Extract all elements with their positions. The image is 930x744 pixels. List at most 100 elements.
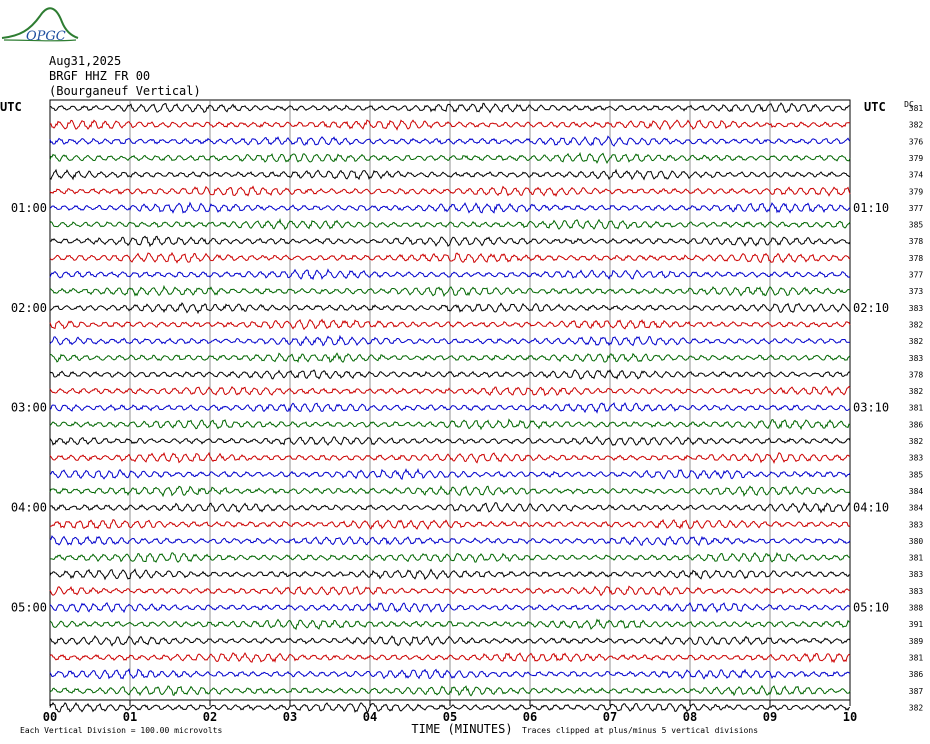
dc-value: 381	[909, 653, 924, 662]
dc-value: 384	[909, 504, 924, 513]
seismic-trace	[49, 435, 851, 446]
dc-value: 378	[909, 237, 924, 246]
dc-value: 378	[909, 370, 924, 379]
x-axis-title: TIME (MINUTES)	[411, 722, 512, 736]
right-utc-header: UTC	[864, 100, 886, 114]
dc-value: 389	[909, 637, 924, 646]
dc-value: 382	[909, 320, 924, 329]
seismic-trace	[49, 518, 851, 530]
seismic-trace	[49, 284, 851, 298]
seismic-trace	[49, 552, 851, 563]
dc-value: 391	[909, 620, 924, 629]
clipping-note: Traces clipped at plus/minus 5 vertical …	[522, 726, 758, 735]
seismic-trace	[49, 535, 851, 547]
station-code: BRGF HHZ FR 00	[49, 69, 151, 83]
left-time-label: 05:00	[11, 601, 47, 615]
right-time-label: 02:10	[853, 301, 889, 315]
opgc-logo-icon: OPGC	[1, 7, 79, 44]
label-group: 00 01 02 03 04 05 06 07 08 09 10 381 382 376 379 374 379…	[0, 100, 923, 736]
dc-value: 379	[909, 187, 924, 196]
seismic-trace	[49, 635, 851, 647]
seismic-trace	[49, 601, 851, 614]
seismic-trace	[49, 684, 851, 697]
seismic-trace	[49, 618, 851, 631]
seismic-trace	[49, 568, 851, 581]
dc-value: 379	[909, 154, 924, 163]
seismic-trace	[49, 352, 851, 363]
seismic-trace	[49, 318, 851, 331]
logo-text: OPGC	[26, 29, 66, 44]
right-time-label: 03:10	[853, 401, 889, 415]
station-location: (Bourganeuf Vertical)	[49, 84, 201, 98]
dc-value: 383	[909, 304, 924, 313]
left-time-label: 03:00	[11, 401, 47, 415]
seismic-trace	[49, 102, 851, 114]
seismic-trace	[49, 302, 851, 315]
left-time-label: 01:00	[11, 201, 47, 215]
seismic-trace	[49, 402, 851, 414]
dc-value: 381	[909, 104, 924, 113]
seismic-trace	[49, 217, 851, 231]
right-time-label: 05:10	[853, 601, 889, 615]
x-tick-label: 08	[683, 710, 697, 724]
right-time-label: 04:10	[853, 501, 889, 515]
seismic-trace	[49, 201, 851, 214]
trace-group	[49, 102, 851, 713]
right-time-label: 01:10	[853, 201, 889, 215]
x-tick-label: 02	[203, 710, 217, 724]
x-tick-label: 00	[43, 710, 57, 724]
x-tick-label: 04	[363, 710, 377, 724]
x-tick-label: 05	[443, 710, 457, 724]
seismic-trace	[49, 652, 851, 664]
seismic-trace	[49, 334, 851, 347]
seismic-trace	[49, 251, 851, 264]
dc-value: 385	[909, 221, 924, 230]
dc-value: 383	[909, 587, 924, 596]
seismic-trace	[49, 418, 851, 431]
x-tick-label: 06	[523, 710, 537, 724]
dc-value: 377	[909, 271, 924, 280]
seismic-trace	[49, 235, 851, 248]
left-utc-header: UTC	[0, 100, 22, 114]
dc-header: DC	[904, 100, 914, 109]
dc-value: 380	[909, 537, 924, 546]
dc-value: 382	[909, 121, 924, 130]
seismic-trace	[49, 468, 851, 480]
seismic-trace	[49, 668, 851, 680]
seismic-trace	[49, 168, 851, 181]
seismic-trace	[49, 119, 851, 131]
chart-grid	[49, 99, 851, 706]
seismic-trace	[49, 135, 851, 147]
dc-value: 384	[909, 487, 924, 496]
x-tick-label: 01	[123, 710, 137, 724]
seismic-trace	[49, 185, 851, 197]
dc-value: 381	[909, 554, 924, 563]
seismic-trace	[49, 151, 851, 165]
dc-value: 383	[909, 520, 924, 529]
dc-value: 377	[909, 204, 924, 213]
seismic-trace	[49, 501, 851, 514]
dc-value: 382	[909, 337, 924, 346]
x-tick-label: 09	[763, 710, 777, 724]
seismic-trace	[49, 702, 851, 713]
dc-value: 383	[909, 570, 924, 579]
x-tick-label: 07	[603, 710, 617, 724]
x-tick-label: 10	[843, 710, 857, 724]
left-time-label: 04:00	[11, 501, 47, 515]
dc-value: 378	[909, 254, 924, 263]
dc-value: 373	[909, 287, 924, 296]
dc-value: 374	[909, 171, 924, 180]
dc-value: 376	[909, 137, 924, 146]
dc-value: 383	[909, 354, 924, 363]
seismic-trace	[49, 369, 851, 380]
left-time-label: 02:00	[11, 301, 47, 315]
dc-value: 382	[909, 437, 924, 446]
dc-value: 382	[909, 703, 924, 712]
dc-value: 385	[909, 470, 924, 479]
seismic-trace	[49, 585, 851, 597]
chart-date: Aug31,2025	[49, 54, 122, 68]
dc-value: 381	[909, 404, 924, 413]
x-tick-label: 03	[283, 710, 297, 724]
seismic-trace	[49, 485, 851, 498]
